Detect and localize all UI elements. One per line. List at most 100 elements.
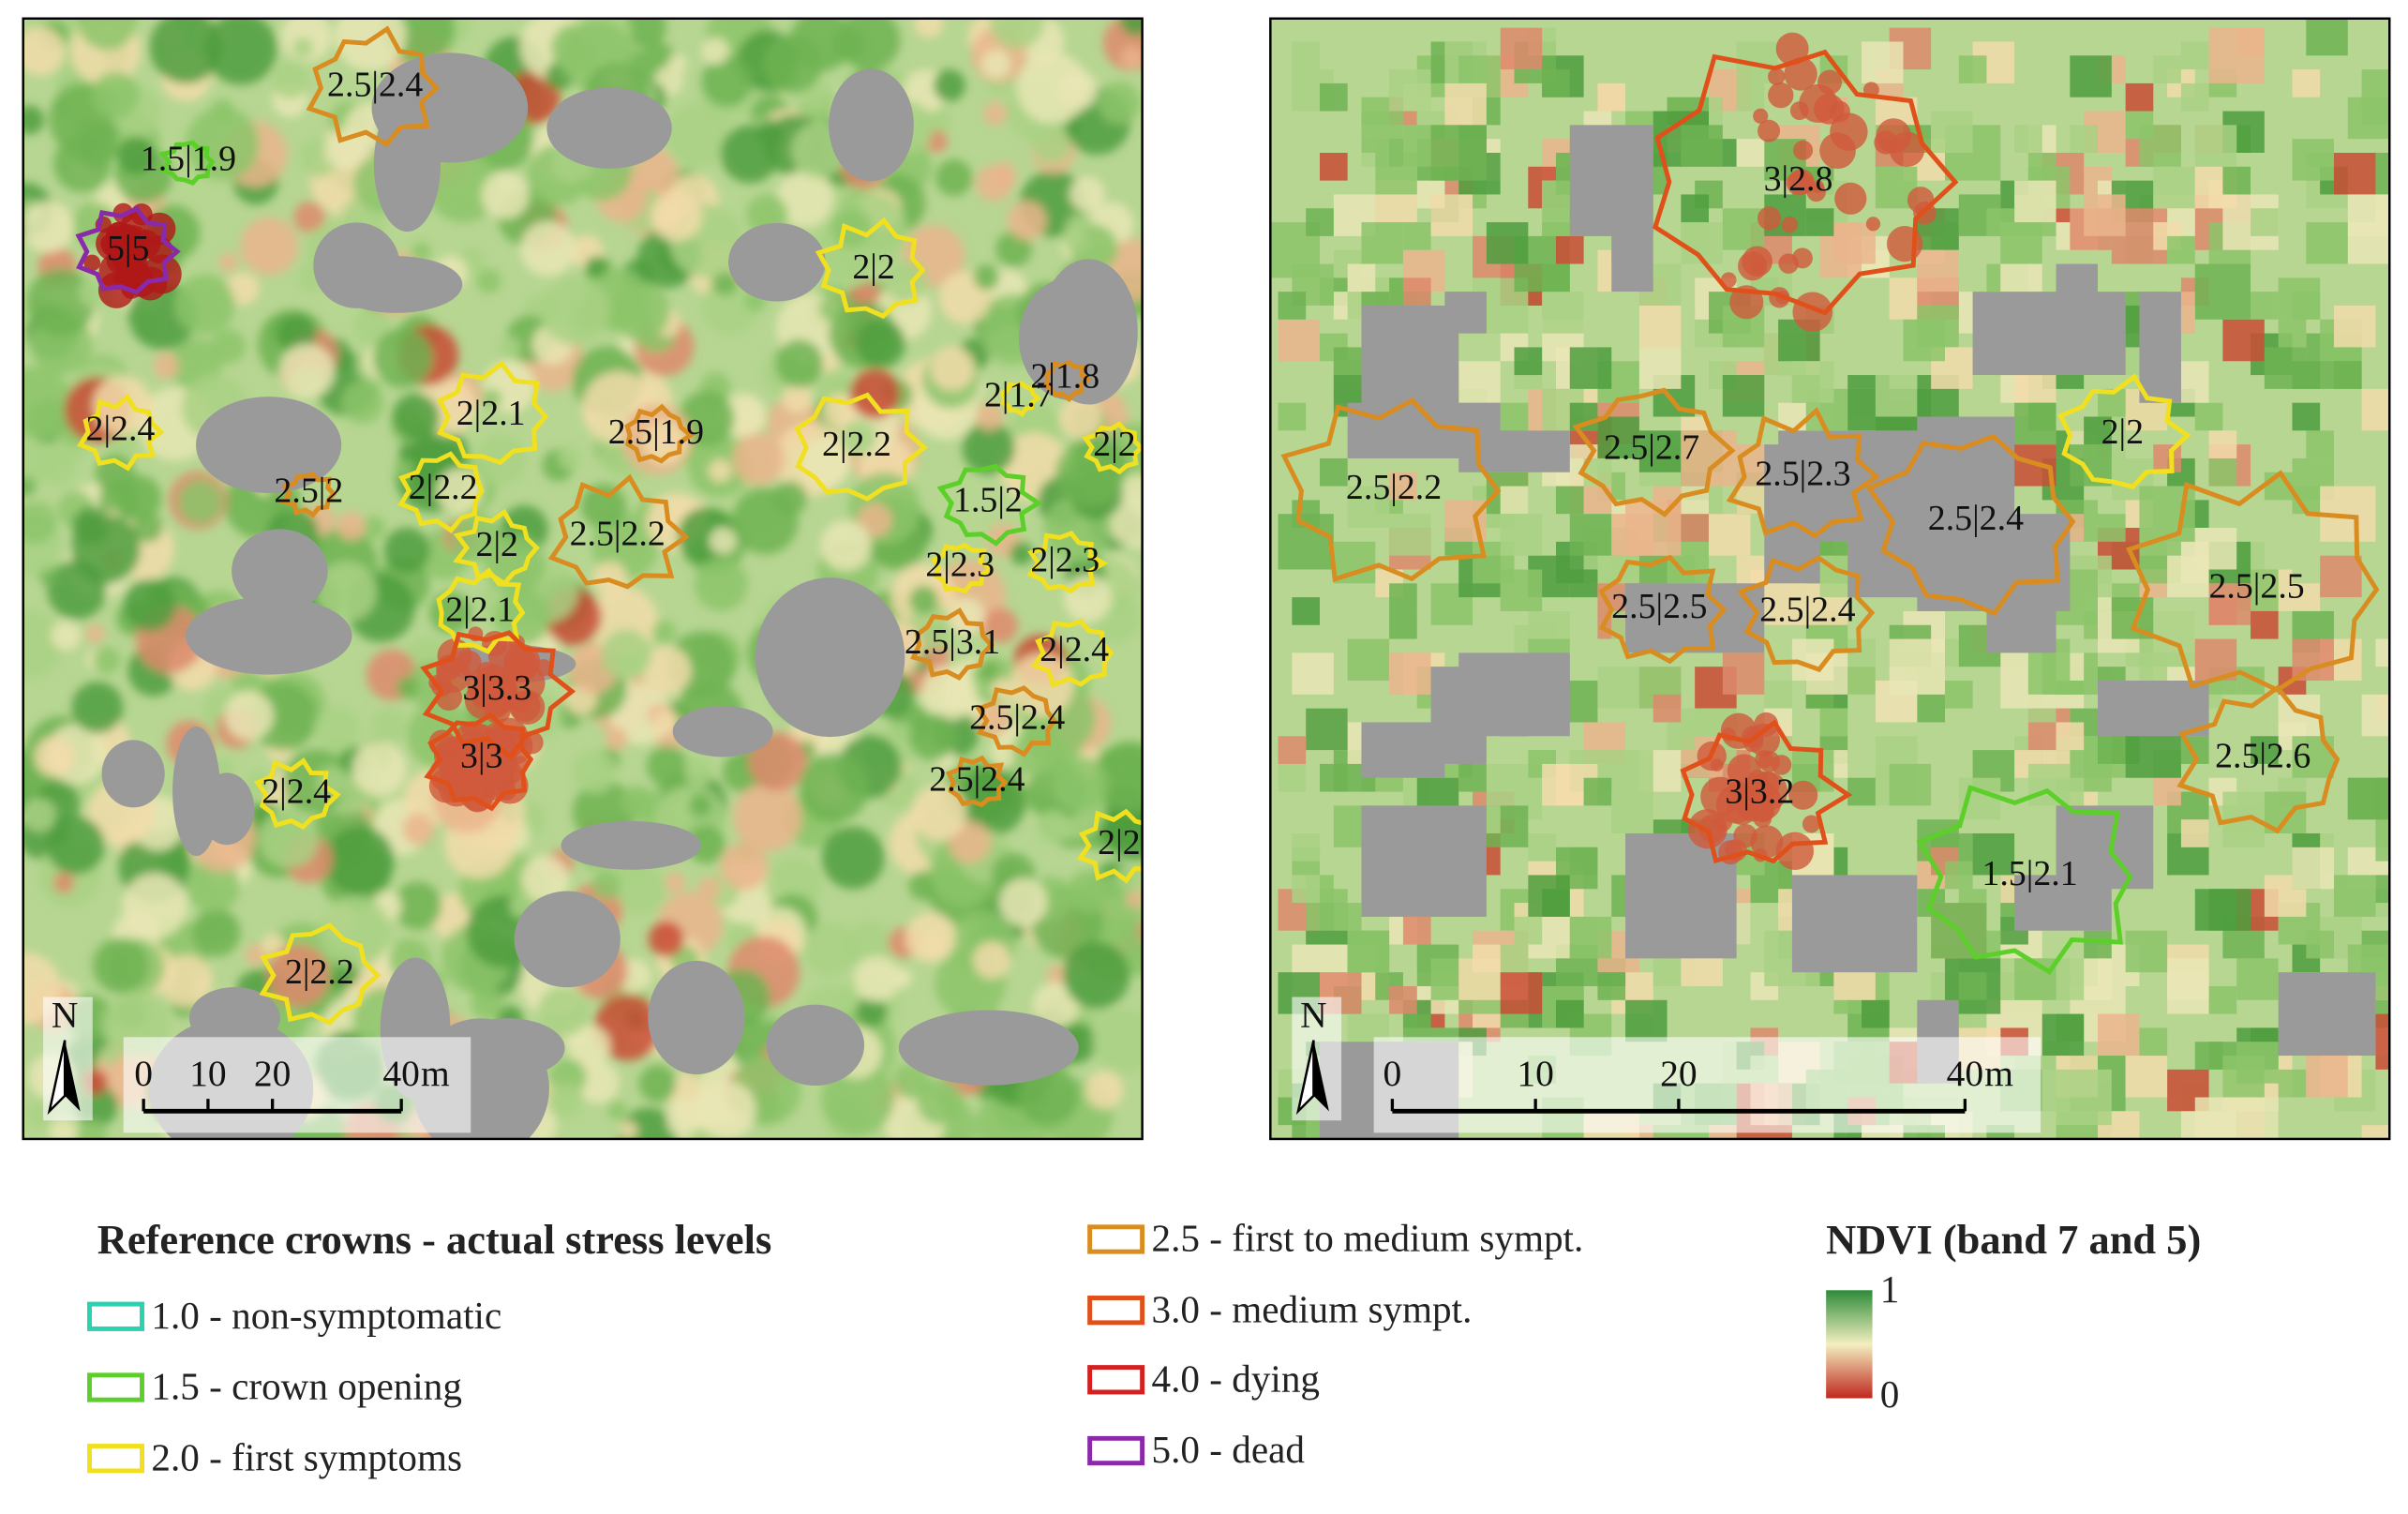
no-data: [1361, 305, 1459, 431]
pixel-blob: [2180, 819, 2209, 847]
crown-label: 3|3.2: [1725, 772, 1794, 812]
pixel-blob: [799, 753, 869, 823]
pixel-blob: [292, 37, 314, 59]
pixel-blob: [2264, 347, 2307, 389]
pixel-blob: [2347, 194, 2390, 236]
pixel-blob: [1306, 208, 1334, 236]
pixel-blob: [520, 221, 576, 277]
pixel-blob: [646, 745, 688, 787]
pixel-blob: [186, 107, 260, 181]
pixel-blob: [914, 18, 944, 38]
pixel-blob: [1597, 667, 1639, 709]
crown-outline: [931, 542, 995, 594]
pixel-blob: [1528, 832, 1556, 862]
pixel-blob: [1032, 982, 1080, 1029]
stress-spot: [1778, 253, 1799, 274]
pixel-blob: [1944, 681, 1973, 709]
scale-label: 20: [254, 1053, 292, 1094]
no-data: [648, 960, 745, 1075]
pixel-blob: [1903, 319, 1945, 362]
pixel-blob: [1528, 875, 1570, 917]
pixel-blob: [2292, 847, 2334, 890]
pixel-blob: [1555, 999, 1584, 1028]
pixel-blob: [1500, 944, 1529, 973]
crown-label: 2.5|2.2: [570, 515, 666, 554]
pixel-blob: [720, 125, 779, 184]
pixel-blob: [1514, 347, 1543, 376]
pixel-blob: [262, 933, 285, 957]
crown-label: 2|2.4: [262, 772, 331, 812]
pixel-blob: [2389, 334, 2408, 375]
crown-outline: [1076, 808, 1143, 884]
pixel-blob: [337, 511, 366, 541]
pixel-blob: [1862, 41, 1904, 83]
no-data: [1791, 875, 1918, 973]
legend: Reference crowns - actual stress levels 1…: [87, 1216, 2201, 1478]
pixel-blob: [920, 665, 977, 721]
pixel-blob: [978, 660, 1000, 682]
pixel-blob: [975, 402, 1004, 431]
no-data: [898, 1010, 1079, 1086]
pixel-blob: [1292, 652, 1334, 695]
pixel-blob: [192, 908, 241, 957]
pixel-blob: [1320, 457, 1348, 487]
stress-spot: [507, 664, 546, 702]
pixel-blob: [1058, 70, 1099, 110]
pixel-blob: [585, 256, 606, 277]
pixel-blob: [1389, 985, 1417, 1014]
pixel-blob: [2167, 235, 2195, 264]
no-data: [2056, 263, 2098, 334]
pixel-blob: [22, 500, 57, 545]
pixel-blob: [1791, 361, 1834, 403]
stress-spot: [1713, 813, 1733, 832]
crown-label: 2|2.2: [409, 468, 478, 507]
pixel-blob: [802, 922, 858, 977]
pixel-blob: [1061, 225, 1087, 251]
pixel-blob: [2097, 514, 2126, 542]
pixel-blob: [2097, 1013, 2140, 1057]
pixel-blob: [1486, 222, 1529, 264]
crown-outline: [1652, 49, 1959, 316]
pixel-blob: [679, 390, 735, 447]
stress-spot: [1758, 750, 1780, 772]
pixel-blob: [1361, 222, 1403, 264]
legend-label: 3.0 - medium sympt.: [1152, 1287, 1473, 1330]
pixel-blob: [978, 703, 1011, 736]
crown-label: 2.5|1.9: [608, 412, 704, 452]
stress-spot: [1757, 119, 1781, 142]
no-data: [2139, 292, 2181, 403]
pixel-blob: [1292, 875, 1321, 904]
pixel-blob: [708, 458, 732, 483]
crown-label: 2|2: [2101, 412, 2144, 452]
pixel-blob: [22, 201, 74, 253]
pixel-blob: [1473, 944, 1501, 973]
pixel-blob: [2167, 958, 2209, 1000]
pixel-blob: [2084, 194, 2126, 236]
pixel-blob: [981, 50, 1010, 80]
legend-swatch: [1087, 1365, 1145, 1395]
scale-label: 0: [1383, 1053, 1402, 1094]
pixel-blob: [995, 231, 1032, 267]
pixel-blob: [732, 432, 785, 486]
no-data: [313, 222, 400, 308]
stress-spot: [116, 240, 139, 262]
pixel-blob: [1736, 82, 1765, 112]
pixel-blob: [2306, 930, 2334, 959]
pixel-blob: [1017, 1065, 1079, 1127]
pixel-blob: [51, 621, 82, 651]
scale-unit: m: [1984, 1053, 2013, 1094]
crown-outline: [424, 712, 534, 812]
pixel-blob: [697, 877, 721, 900]
pixel-blob: [540, 276, 610, 346]
pixel-blob: [821, 826, 885, 890]
pixel-blob: [856, 996, 888, 1027]
pixel-blob: [316, 561, 377, 622]
panel-border: [22, 17, 1144, 1141]
no-data: [2056, 805, 2154, 890]
pixel-blob: [973, 264, 1000, 291]
crown-label: 2.5|2.7: [1604, 427, 1699, 467]
pixel-blob: [84, 623, 105, 644]
pixel-blob: [22, 105, 44, 135]
crown-label: 3|3: [460, 737, 502, 776]
map-panel: 3|2.8 2.5|2.7 2.5|2.3 2|2 2.5|2.2 2.5|2.4 2.5|…: [1270, 18, 2408, 1139]
